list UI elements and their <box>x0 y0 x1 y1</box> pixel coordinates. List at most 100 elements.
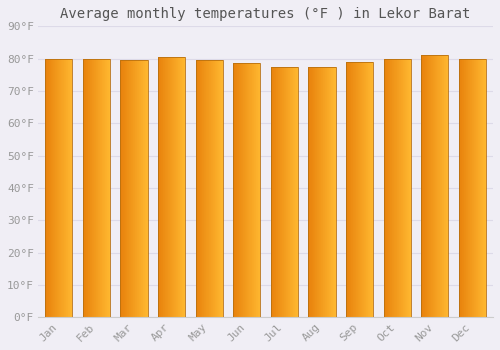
Bar <box>93 59 94 317</box>
Bar <box>271 67 298 317</box>
Bar <box>312 67 313 317</box>
Bar <box>371 62 372 317</box>
Bar <box>141 60 142 317</box>
Bar <box>283 67 284 317</box>
Bar <box>240 63 242 317</box>
Bar <box>91 59 92 317</box>
Bar <box>286 67 287 317</box>
Bar <box>94 59 95 317</box>
Bar <box>96 59 97 317</box>
Bar <box>83 59 110 317</box>
Bar <box>364 62 365 317</box>
Bar <box>206 60 207 317</box>
Bar <box>147 60 148 317</box>
Bar <box>322 67 324 317</box>
Bar <box>316 67 317 317</box>
Bar <box>273 67 274 317</box>
Bar <box>271 67 272 317</box>
Bar <box>357 62 358 317</box>
Bar <box>233 63 234 317</box>
Bar <box>246 63 247 317</box>
Bar <box>483 59 484 317</box>
Bar <box>477 59 478 317</box>
Bar <box>178 57 179 317</box>
Bar <box>50 59 51 317</box>
Bar <box>296 67 297 317</box>
Bar <box>470 59 471 317</box>
Bar <box>108 59 109 317</box>
Bar <box>275 67 276 317</box>
Bar <box>181 57 182 317</box>
Bar <box>353 62 354 317</box>
Bar <box>253 63 254 317</box>
Bar <box>179 57 180 317</box>
Bar <box>444 55 445 317</box>
Bar <box>368 62 369 317</box>
Bar <box>104 59 105 317</box>
Bar <box>421 55 422 317</box>
Bar <box>288 67 289 317</box>
Bar <box>184 57 185 317</box>
Bar <box>385 59 386 317</box>
Bar <box>434 55 435 317</box>
Bar <box>287 67 288 317</box>
Bar <box>167 57 168 317</box>
Bar <box>252 63 253 317</box>
Bar <box>467 59 468 317</box>
Bar <box>392 59 393 317</box>
Bar <box>428 55 430 317</box>
Bar <box>87 59 88 317</box>
Bar <box>366 62 367 317</box>
Bar <box>67 59 68 317</box>
Bar <box>313 67 314 317</box>
Bar <box>216 60 218 317</box>
Bar <box>145 60 146 317</box>
Bar <box>430 55 432 317</box>
Bar <box>443 55 444 317</box>
Bar <box>331 67 332 317</box>
Bar <box>463 59 464 317</box>
Bar <box>328 67 330 317</box>
Bar <box>257 63 258 317</box>
Bar <box>295 67 296 317</box>
Bar <box>214 60 216 317</box>
Bar <box>278 67 279 317</box>
Bar <box>255 63 256 317</box>
Bar <box>180 57 181 317</box>
Bar <box>350 62 351 317</box>
Bar <box>218 60 220 317</box>
Bar <box>89 59 90 317</box>
Bar <box>103 59 104 317</box>
Bar <box>421 55 448 317</box>
Bar <box>161 57 162 317</box>
Bar <box>401 59 402 317</box>
Bar <box>469 59 470 317</box>
Bar <box>204 60 205 317</box>
Bar <box>121 60 122 317</box>
Bar <box>476 59 477 317</box>
Bar <box>482 59 483 317</box>
Bar <box>97 59 98 317</box>
Bar <box>88 59 89 317</box>
Bar <box>324 67 326 317</box>
Bar <box>399 59 400 317</box>
Bar <box>164 57 165 317</box>
Bar <box>397 59 398 317</box>
Bar <box>387 59 388 317</box>
Bar <box>330 67 331 317</box>
Bar <box>162 57 163 317</box>
Bar <box>308 67 309 317</box>
Bar <box>440 55 441 317</box>
Bar <box>335 67 336 317</box>
Bar <box>68 59 69 317</box>
Bar <box>163 57 164 317</box>
Bar <box>99 59 100 317</box>
Bar <box>120 60 148 317</box>
Bar <box>126 60 127 317</box>
Bar <box>95 59 96 317</box>
Bar <box>297 67 298 317</box>
Bar <box>359 62 360 317</box>
Bar <box>310 67 311 317</box>
Bar <box>466 59 467 317</box>
Bar <box>404 59 406 317</box>
